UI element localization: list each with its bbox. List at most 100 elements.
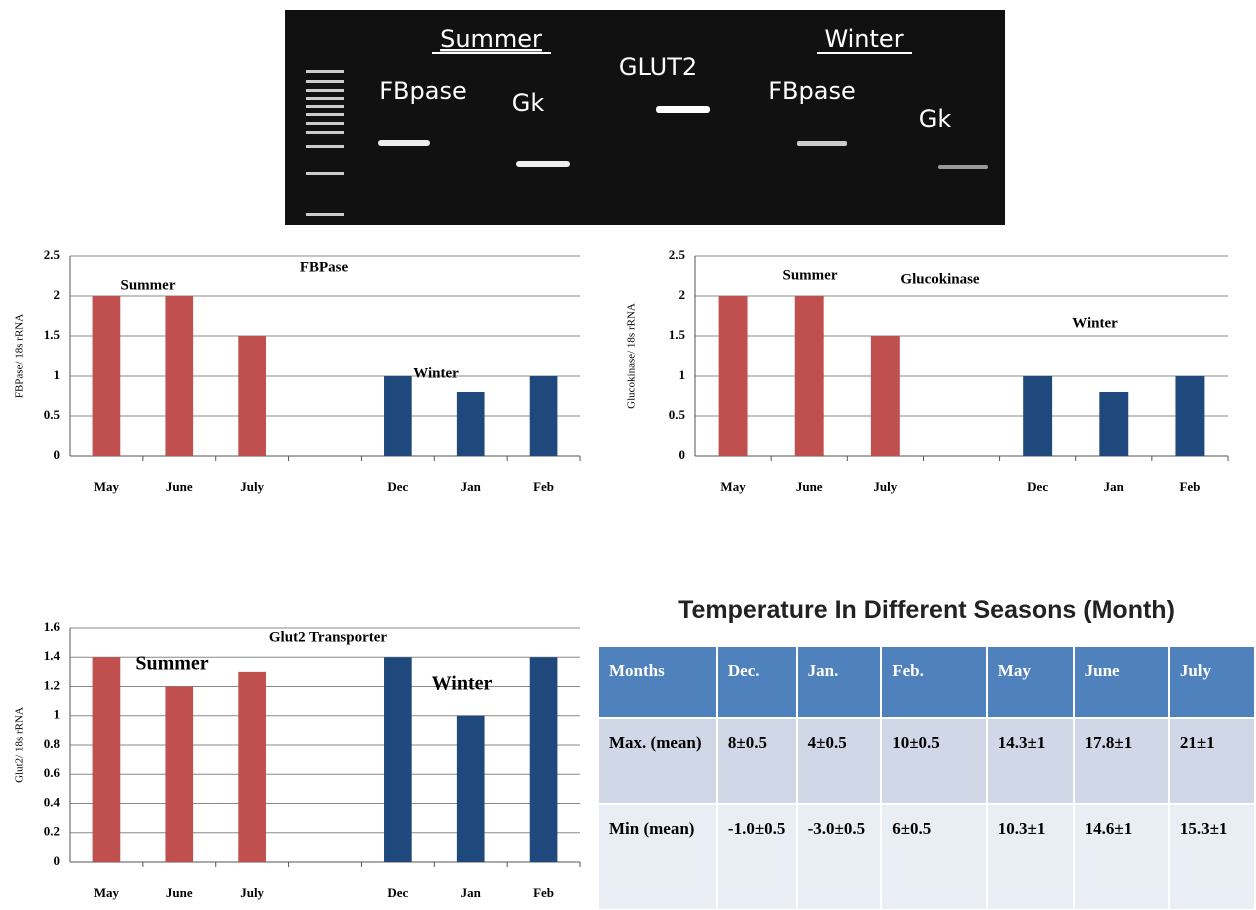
table-cell: Max. (mean) <box>597 717 718 805</box>
gel-lane-label: FBpase <box>379 77 466 105</box>
bar <box>1099 392 1129 456</box>
gel-group-label: Summer <box>440 25 542 53</box>
ladder-band <box>306 122 344 125</box>
header-cell: Feb. <box>880 645 988 719</box>
x-tick-label: May <box>94 885 120 900</box>
x-tick-label: June <box>166 885 193 900</box>
y-axis-label: FBPase/ 18s rRNA <box>14 314 26 398</box>
header-cell: Dec. <box>715 645 798 719</box>
bar <box>92 657 121 862</box>
header-cell: June <box>1072 645 1170 719</box>
annotation: Summer <box>783 267 838 283</box>
gel-band <box>938 165 988 169</box>
x-tick-label: Feb <box>1179 479 1200 494</box>
table-header-row: Months Dec. Jan. Feb. May June July <box>597 645 1256 719</box>
y-tick-label: 0.5 <box>44 407 61 422</box>
gel-background <box>285 10 1005 225</box>
y-axis-label: Glut2/ 18s rRNA <box>14 707 26 783</box>
bar <box>165 686 194 862</box>
x-tick-label: June <box>796 479 823 494</box>
bar <box>456 392 485 456</box>
x-tick-label: May <box>720 479 746 494</box>
ladder-band <box>306 145 344 148</box>
y-tick-label: 1 <box>54 367 61 382</box>
gel-band <box>797 141 847 146</box>
temperature-table: Months Dec. Jan. Feb. May June July Max. (mean)… <box>597 645 1256 910</box>
table-row: Max. (mean) 8±0.5 4±0.5 10±0.5 14.3±1 17.8±1 2… <box>597 717 1256 805</box>
chart-title: Glucokinase <box>900 271 980 287</box>
bar <box>165 296 194 456</box>
x-tick-label: Jan <box>1104 479 1125 494</box>
ladder-band <box>306 131 344 134</box>
bar <box>529 376 558 456</box>
table-cell: 10.3±1 <box>985 803 1075 910</box>
gel-band <box>656 106 710 113</box>
y-tick-label: 1 <box>679 367 686 382</box>
ladder-band <box>306 172 344 175</box>
bar <box>529 657 558 862</box>
chart-title: Glut2 Transporter <box>269 629 388 645</box>
header-cell: May <box>985 645 1075 719</box>
gel-lane-label: FBpase <box>768 77 855 105</box>
bar <box>384 376 412 456</box>
annotation: Winter <box>1072 315 1118 331</box>
y-tick-label: 0.4 <box>44 794 61 809</box>
x-tick-label: May <box>94 479 120 494</box>
x-tick-label: July <box>873 479 897 494</box>
table-cell: 15.3±1 <box>1167 803 1256 910</box>
bar <box>870 336 900 456</box>
bar <box>718 296 748 456</box>
header-cell: Jan. <box>795 645 883 719</box>
table-row: Min (mean) -1.0±0.5 -3.0±0.5 6±0.5 10.3±1 14.… <box>597 803 1256 910</box>
table-cell: Min (mean) <box>597 803 718 910</box>
ladder-band <box>306 70 344 73</box>
table-cell: -1.0±0.5 <box>715 803 798 910</box>
x-tick-label: Dec <box>387 885 408 900</box>
x-tick-label: Feb <box>533 479 554 494</box>
x-tick-label: July <box>240 885 264 900</box>
table-cell: 14.6±1 <box>1072 803 1170 910</box>
y-tick-label: 0.5 <box>669 407 686 422</box>
y-tick-label: 1.5 <box>44 327 61 342</box>
y-tick-label: 0 <box>679 447 686 462</box>
y-tick-label: 2.5 <box>44 247 61 262</box>
table-cell: 8±0.5 <box>715 717 798 805</box>
y-tick-label: 1 <box>54 707 61 722</box>
y-tick-label: 2 <box>679 287 686 302</box>
y-tick-label: 1.2 <box>44 677 60 692</box>
ladder-band <box>306 113 344 116</box>
bar <box>1175 376 1205 456</box>
table-cell: 6±0.5 <box>880 803 988 910</box>
y-tick-label: 0.2 <box>44 824 60 839</box>
x-tick-label: Dec <box>1027 479 1048 494</box>
ladder-band <box>306 89 344 92</box>
x-tick-label: July <box>240 479 264 494</box>
table-cell: 21±1 <box>1167 717 1256 805</box>
table-cell: 17.8±1 <box>1072 717 1170 805</box>
table-cell: 10±0.5 <box>880 717 988 805</box>
y-tick-label: 0 <box>54 853 61 868</box>
x-tick-label: Dec <box>387 479 408 494</box>
ladder-band <box>306 80 344 83</box>
gel-lane-label: GLUT2 <box>619 53 697 81</box>
x-tick-label: June <box>166 479 193 494</box>
table-cell: -3.0±0.5 <box>795 803 883 910</box>
x-tick-label: Feb <box>533 885 554 900</box>
y-tick-label: 1.5 <box>669 327 686 342</box>
bar <box>238 336 266 456</box>
annotation: Winter <box>432 673 493 695</box>
y-tick-label: 0 <box>54 447 61 462</box>
y-tick-label: 2.5 <box>669 247 686 262</box>
gel-ladder <box>306 70 344 216</box>
y-tick-label: 0.6 <box>44 765 61 780</box>
bar <box>92 296 121 456</box>
header-cell: Months <box>597 645 718 719</box>
x-tick-label: Jan <box>461 885 482 900</box>
annotation: Summer <box>121 277 176 293</box>
ladder-band <box>306 105 344 108</box>
gel-group-label: Winter <box>824 25 903 53</box>
chart-title: FBPase <box>300 259 349 275</box>
table-cell: 4±0.5 <box>795 717 883 805</box>
